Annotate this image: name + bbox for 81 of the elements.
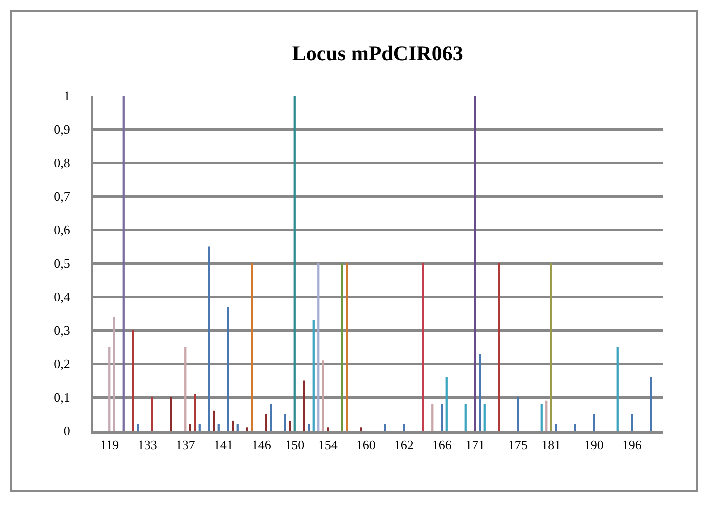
bar [198, 424, 201, 431]
bar [170, 398, 172, 431]
x-tick-label: 119 [100, 438, 120, 453]
x-tick-label: 154 [318, 438, 338, 453]
bar [322, 360, 324, 431]
bar [246, 428, 248, 431]
bar [151, 398, 154, 431]
x-tick-label: 196 [622, 438, 642, 453]
x-tick-label: 175 [508, 438, 528, 453]
bar [422, 264, 424, 431]
bar [270, 404, 272, 431]
x-tick-label: 133 [138, 438, 158, 453]
bar [318, 264, 320, 431]
y-tick-label: 0,7 [54, 189, 71, 204]
y-tick-label: 0 [64, 424, 70, 439]
bar [122, 96, 125, 431]
x-tick-label: 150 [285, 438, 305, 453]
chart-title: Locus mPdCIR063 [292, 41, 464, 66]
x-tick-label: 171 [466, 438, 486, 453]
bar [616, 347, 619, 431]
y-tick-label: 0,9 [54, 122, 70, 138]
bar [232, 420, 234, 431]
y-tick-label: 0,8 [54, 156, 70, 171]
bar [484, 404, 486, 431]
y-tick-label: 0,6 [54, 222, 71, 238]
bar [464, 404, 467, 431]
bar [327, 428, 330, 431]
x-tick-label: 141 [214, 438, 234, 453]
bar [593, 414, 596, 431]
y-tick-label: 0,3 [54, 323, 70, 338]
bar [108, 347, 111, 431]
bar [284, 414, 286, 431]
x-tick-label: 162 [394, 438, 414, 453]
bar [113, 317, 116, 431]
bar [555, 424, 558, 431]
x-tick-label: 181 [542, 438, 562, 453]
bar [194, 394, 196, 431]
bar [218, 424, 220, 431]
bar [213, 410, 216, 431]
bar [360, 428, 362, 431]
bar [236, 424, 239, 431]
bar [251, 264, 254, 431]
bar [184, 347, 187, 431]
y-tick-label: 0,1 [54, 390, 70, 406]
bar [403, 424, 406, 431]
bar [550, 264, 552, 431]
x-tick-label: 160 [356, 438, 376, 453]
bar [498, 264, 500, 431]
bar [312, 320, 315, 431]
bar [631, 414, 634, 431]
bar [517, 398, 520, 431]
bar [384, 424, 386, 431]
bar [479, 354, 482, 431]
y-tick-label: 0,4 [54, 290, 71, 305]
bar [441, 404, 444, 431]
bar [474, 96, 476, 431]
bar [289, 420, 292, 431]
bar [446, 377, 448, 431]
bar [137, 424, 140, 431]
bar [540, 404, 543, 431]
bar [650, 377, 652, 431]
bar [294, 96, 296, 431]
bar [303, 380, 306, 431]
x-tick-label: 137 [176, 438, 196, 453]
y-tick-label: 0,2 [54, 356, 70, 372]
bar [265, 414, 268, 431]
bar [189, 424, 192, 431]
x-tick-label: 190 [584, 438, 604, 453]
y-tick-label: 0,5 [54, 256, 70, 272]
bar [341, 264, 344, 431]
bar [208, 246, 210, 431]
x-tick-label: 146 [252, 438, 272, 453]
x-tick-label: 166 [432, 438, 452, 453]
bar [132, 330, 134, 431]
bar [227, 307, 230, 431]
bar [346, 264, 348, 431]
bar [574, 424, 576, 431]
y-tick-label: 1 [64, 88, 70, 104]
bar [546, 400, 548, 431]
bar [308, 424, 310, 431]
bar [432, 404, 434, 431]
